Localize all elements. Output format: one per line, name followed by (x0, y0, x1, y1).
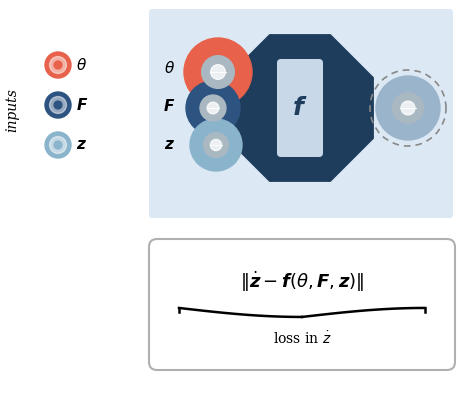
Text: $\theta$: $\theta$ (76, 57, 87, 73)
Circle shape (54, 101, 62, 109)
FancyBboxPatch shape (149, 239, 454, 370)
Text: $\|\dot{\boldsymbol{z}} - \boldsymbol{f}(\theta, \boldsymbol{F}, \boldsymbol{z}): $\|\dot{\boldsymbol{z}} - \boldsymbol{f}… (239, 269, 364, 294)
Circle shape (50, 57, 66, 73)
Text: $\boldsymbol{z}$: $\boldsymbol{z}$ (76, 138, 87, 152)
Text: loss in $\dot{z}$: loss in $\dot{z}$ (272, 331, 330, 347)
Circle shape (375, 76, 439, 140)
FancyBboxPatch shape (149, 9, 452, 218)
Circle shape (203, 133, 228, 158)
Text: $\boldsymbol{z}$: $\boldsymbol{z}$ (163, 138, 174, 152)
Circle shape (207, 102, 218, 114)
Circle shape (200, 95, 225, 121)
Circle shape (45, 52, 71, 78)
Text: $\boldsymbol{F}$: $\boldsymbol{F}$ (162, 98, 174, 114)
Text: $\theta$: $\theta$ (163, 60, 174, 76)
Circle shape (400, 101, 414, 115)
Circle shape (45, 92, 71, 118)
Circle shape (185, 81, 240, 135)
Text: inputs: inputs (5, 88, 19, 132)
Circle shape (54, 141, 62, 149)
Circle shape (50, 137, 66, 153)
Circle shape (210, 65, 225, 79)
Circle shape (45, 132, 71, 158)
Text: $\boldsymbol{F}$: $\boldsymbol{F}$ (76, 97, 88, 113)
Circle shape (50, 97, 66, 113)
Text: $\boldsymbol{f}$: $\boldsymbol{f}$ (291, 96, 307, 120)
Circle shape (392, 93, 422, 124)
Circle shape (190, 119, 241, 171)
Circle shape (184, 38, 252, 106)
FancyBboxPatch shape (276, 59, 322, 157)
Circle shape (201, 56, 234, 88)
Circle shape (54, 61, 62, 69)
Circle shape (210, 139, 221, 150)
Polygon shape (225, 34, 373, 182)
